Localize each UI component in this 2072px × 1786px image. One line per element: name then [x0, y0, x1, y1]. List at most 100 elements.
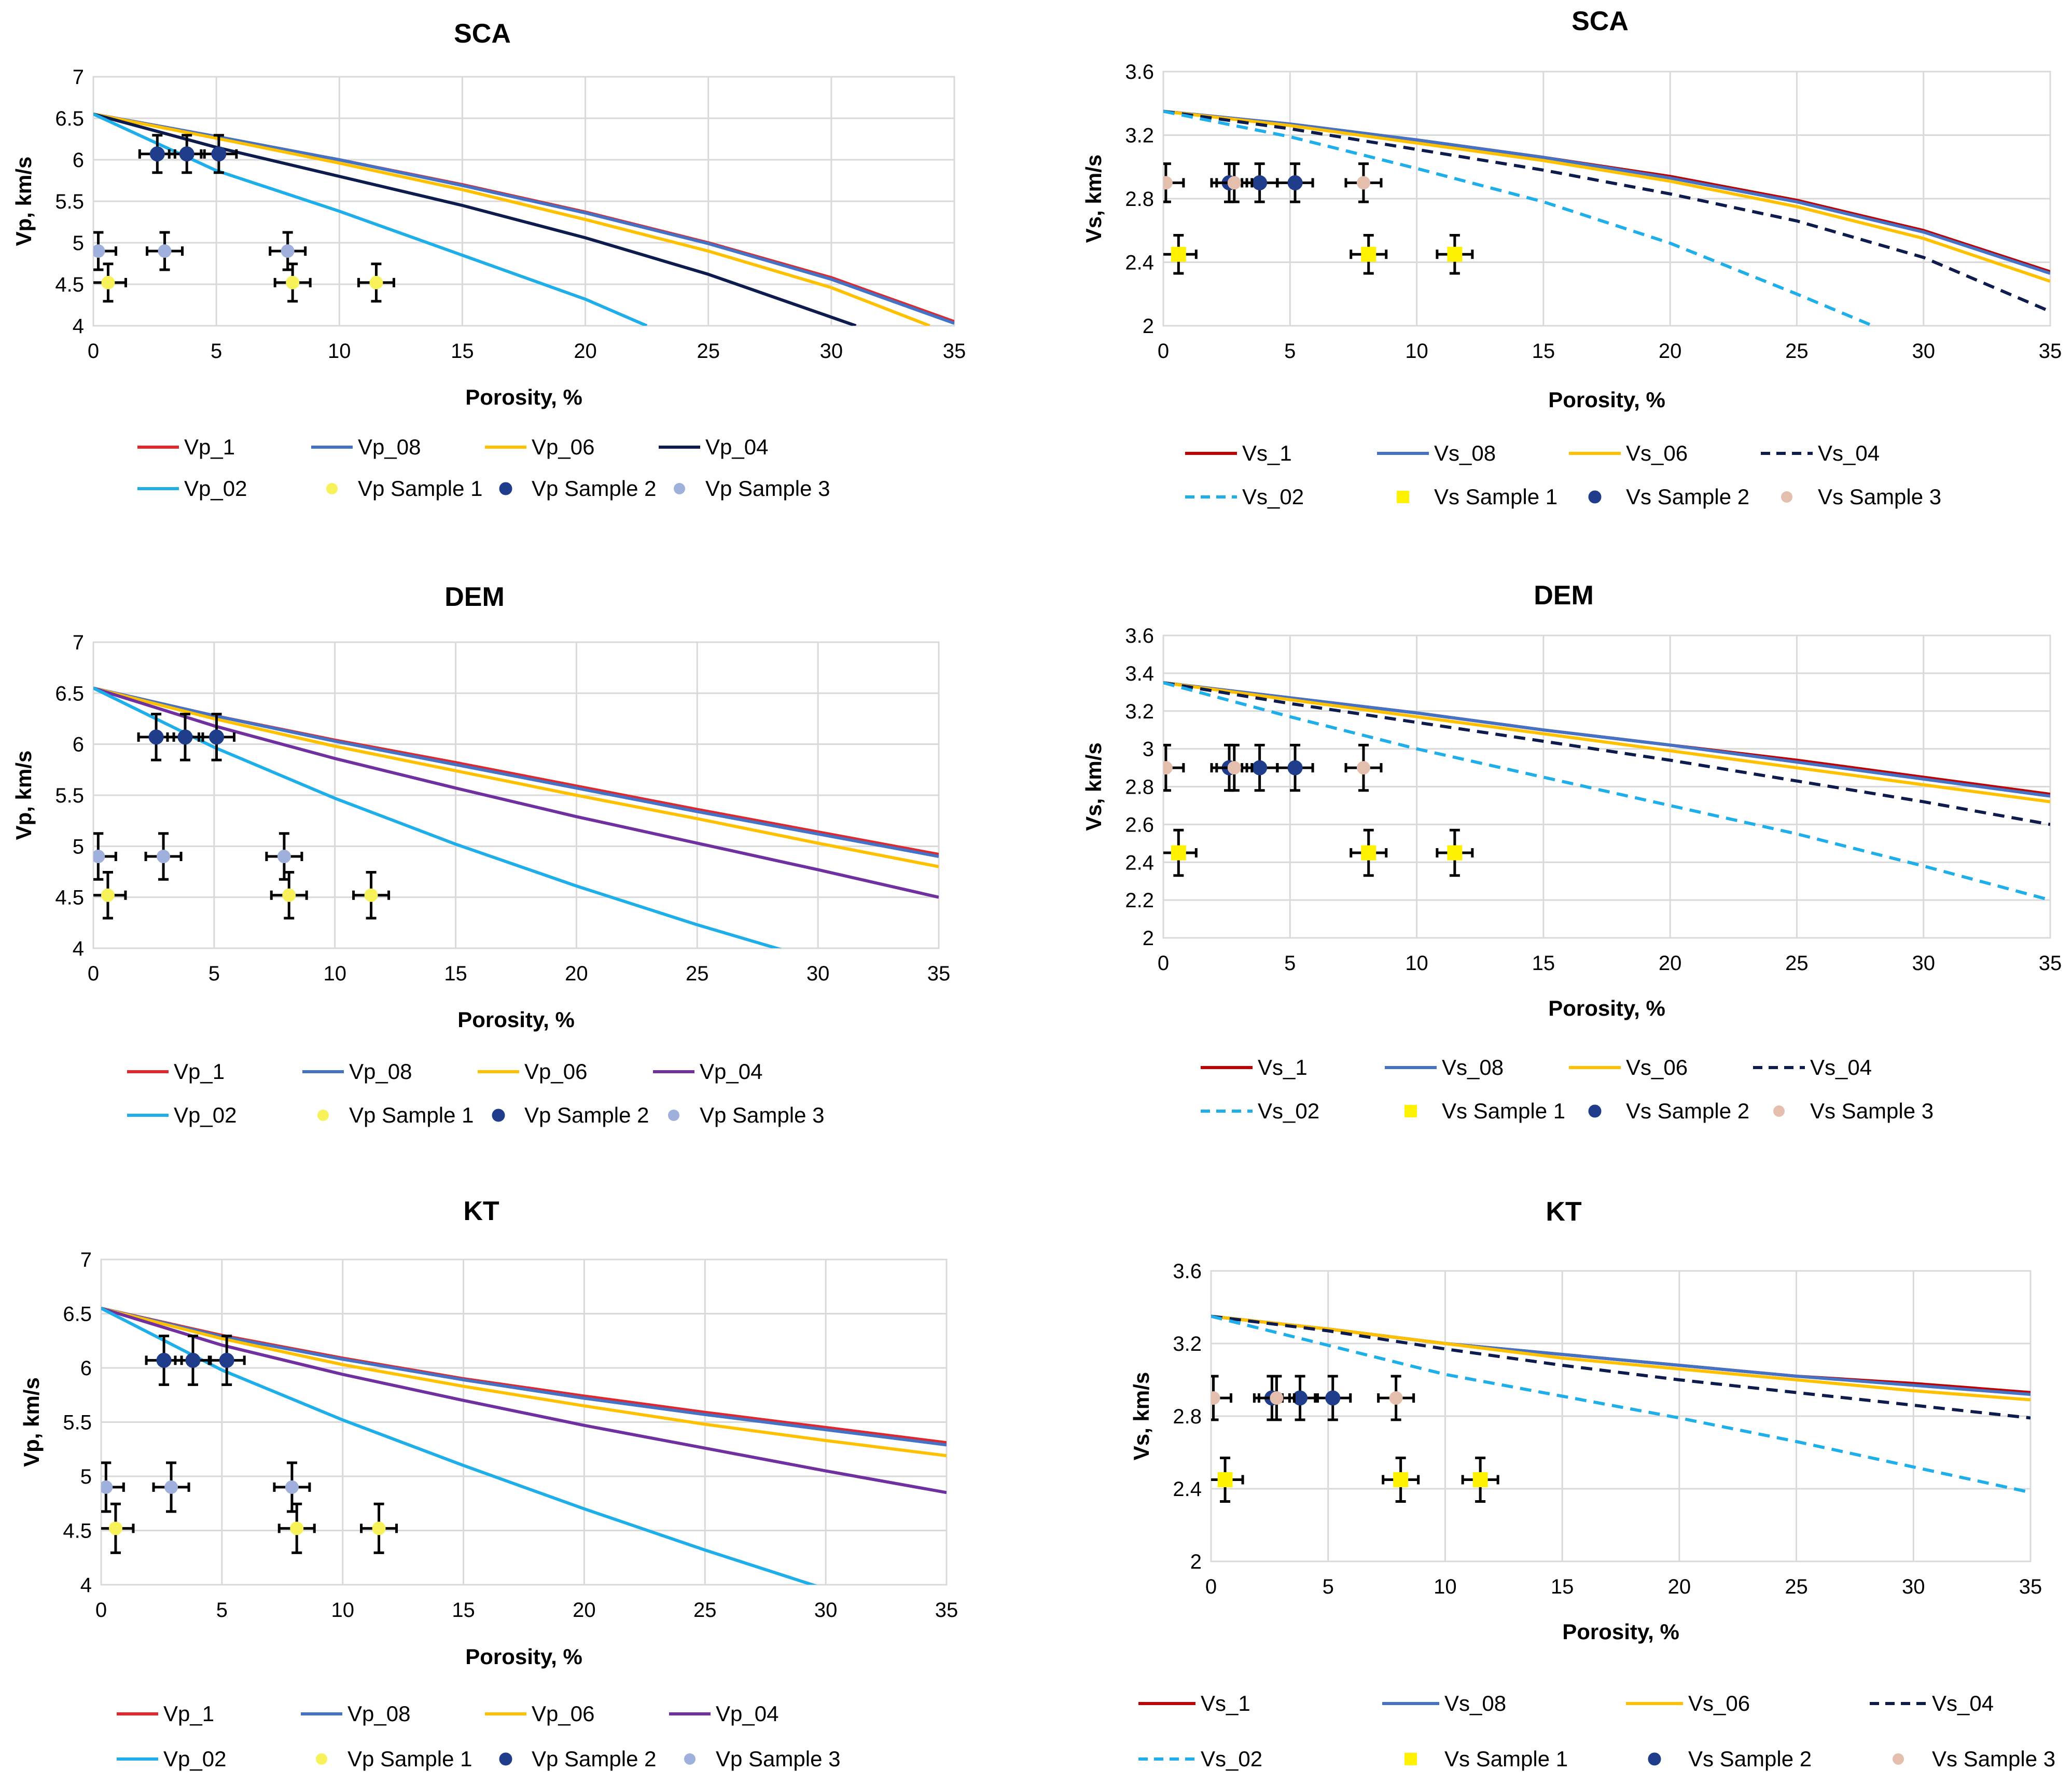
legend-label: Vp_1	[184, 435, 235, 459]
legend-item: Vp_06	[485, 1701, 594, 1726]
x-tick-label: 20	[1659, 340, 1682, 363]
series-line-vp-02	[93, 686, 782, 948]
x-tick-label: 30	[806, 962, 830, 985]
legend-item: Vs_08	[1377, 441, 1496, 465]
legend-label: Vp_08	[347, 1701, 410, 1726]
legend-swatch-marker	[317, 1110, 329, 1121]
legend-item: Vs_06	[1626, 1691, 1750, 1715]
legend-item: Vp_1	[127, 1059, 225, 1084]
series-line-vs-02	[1211, 1314, 2031, 1494]
legend-item: Vp Sample 2	[499, 1747, 656, 1771]
legend-label: Vp_08	[349, 1059, 412, 1084]
data-point	[1472, 1472, 1488, 1487]
series-line-vp-06	[93, 686, 939, 868]
chart-panel-5: KT 4 4.5 5 5.5 6 6.5 7 0 5 10 15 20 25 30 35 Porosity, %…	[19, 1196, 958, 1771]
x-tick-label: 25	[686, 962, 709, 985]
legend-label: Vs_02	[1258, 1099, 1319, 1123]
series-line-vp-02	[93, 113, 648, 326]
legend-swatch-marker	[668, 1110, 679, 1121]
y-tick-label: 6	[80, 1357, 92, 1380]
data-point	[369, 275, 383, 289]
legend-label: Vp_02	[184, 476, 247, 501]
plot-area	[93, 113, 954, 326]
legend-item: Vp Sample 3	[668, 1103, 824, 1127]
y-axis-label: Vs, km/s	[1081, 742, 1106, 830]
y-tick-label: 3	[1143, 738, 1154, 761]
legend-label: Vs_04	[1932, 1691, 1994, 1715]
plot-frame	[92, 641, 940, 949]
x-axis-label: Porosity, %	[465, 385, 582, 409]
y-tick-label: 5.5	[63, 1411, 92, 1434]
plot-frame	[1162, 634, 2051, 939]
error-bar	[1344, 162, 1383, 203]
y-tick-label: 2.8	[1125, 188, 1154, 211]
x-tick-label: 30	[1912, 340, 1935, 363]
y-tick-label: 4.5	[55, 887, 84, 909]
data-point	[290, 1521, 304, 1535]
y-axis-label: Vp, km/s	[19, 1377, 44, 1467]
legend-item: Vp Sample 1	[316, 1747, 472, 1771]
legend-item: Vp Sample 3	[684, 1747, 840, 1771]
x-tick-label: 35	[2019, 1575, 2042, 1598]
chart-panel-2: SCA 2 2.4 2.8 3.2 3.6 0 5 10 15 20 25 30 35 Porosity, …	[1081, 6, 2062, 509]
data-point	[282, 888, 296, 902]
legend-label: Vp_08	[358, 435, 421, 459]
legend-item: Vp Sample 1	[317, 1103, 474, 1127]
series-line-vs-02	[1163, 109, 1874, 326]
legend-item: Vs Sample 1	[1397, 484, 1558, 509]
y-axis-label: Vp, km/s	[11, 157, 36, 246]
data-point	[219, 1352, 234, 1368]
x-tick-label: 15	[451, 340, 474, 363]
y-tick-label: 3.2	[1173, 1333, 1202, 1355]
data-point	[1163, 761, 1173, 775]
series-line-vp-04	[93, 113, 857, 326]
data-point	[1447, 246, 1463, 262]
legend-item: Vs_02	[1138, 1747, 1262, 1771]
legend-label: Vs_02	[1242, 484, 1304, 509]
legend-label: Vp_06	[532, 1701, 594, 1726]
x-tick-label: 35	[943, 340, 966, 363]
legend-item: Vs_02	[1185, 484, 1304, 509]
legend-swatch-marker	[1397, 491, 1409, 503]
legend-label: Vp_1	[174, 1059, 225, 1084]
x-tick-label: 25	[1785, 340, 1809, 363]
x-tick-label: 25	[1785, 952, 1809, 975]
legend-label: Vp_1	[163, 1701, 214, 1726]
x-tick-label: 20	[1668, 1575, 1691, 1598]
data-point	[285, 1480, 299, 1494]
legend-item: Vs_08	[1385, 1055, 1504, 1079]
data-point	[101, 275, 115, 289]
legend-item: Vp_02	[137, 476, 247, 501]
legend-label: Vp Sample 3	[700, 1103, 824, 1127]
legend-item: Vs Sample 2	[1648, 1747, 1812, 1771]
data-point	[211, 146, 227, 162]
legend-label: Vs_08	[1444, 1691, 1506, 1715]
legend-label: Vp_02	[163, 1747, 226, 1771]
legend-item: Vs_04	[1753, 1055, 1872, 1079]
legend-label: Vp_02	[174, 1103, 237, 1127]
y-tick-label: 2.8	[1173, 1405, 1202, 1428]
series-line-vs-04	[1163, 109, 2050, 313]
series-line-vs-06	[1163, 681, 2050, 804]
x-tick-label: 35	[927, 962, 951, 985]
x-tick-label: 35	[2039, 952, 2062, 975]
x-tick-label: 25	[1785, 1575, 1808, 1598]
y-tick-label: 3.6	[1125, 625, 1154, 647]
legend-label: Vs_06	[1688, 1691, 1750, 1715]
series-line-vp-08	[93, 113, 954, 325]
y-tick-label: 5	[73, 835, 84, 858]
data-point	[156, 1352, 172, 1368]
data-point	[179, 146, 194, 162]
legend-label: Vp_06	[532, 435, 594, 459]
legend-label: Vs_08	[1434, 441, 1496, 465]
legend-label: Vs_1	[1242, 441, 1292, 465]
data-point	[209, 729, 225, 745]
data-point	[1211, 1391, 1220, 1405]
x-tick-label: 10	[1405, 952, 1428, 975]
x-tick-label: 30	[814, 1599, 838, 1622]
x-tick-label: 10	[1405, 340, 1428, 363]
x-tick-label: 35	[935, 1599, 958, 1622]
legend-item: Vs_02	[1201, 1099, 1319, 1123]
x-tick-label: 15	[452, 1599, 475, 1622]
data-point	[281, 244, 295, 258]
